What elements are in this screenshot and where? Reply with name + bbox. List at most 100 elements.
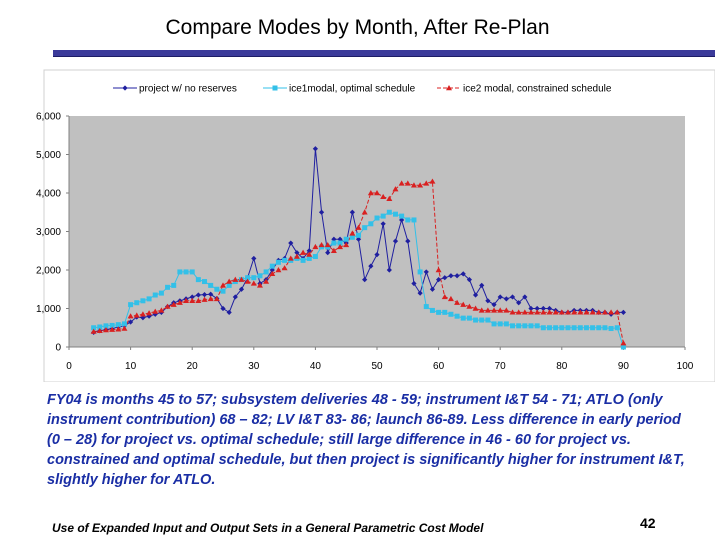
data-point-series-3 bbox=[423, 180, 430, 186]
data-point-series-2 bbox=[460, 315, 466, 321]
y-axis-ticks: 0 1,000 2,000 3,000 4,000 5,000 6,000 bbox=[36, 112, 69, 354]
data-point-series-2 bbox=[399, 213, 405, 219]
data-point-series-3 bbox=[115, 326, 122, 332]
data-point-series-2 bbox=[374, 215, 380, 221]
data-point-series-2 bbox=[189, 269, 195, 275]
data-point-series-2 bbox=[429, 307, 435, 313]
data-point-series-1 bbox=[454, 273, 460, 279]
x-tick-label: 90 bbox=[618, 361, 630, 372]
data-point-series-2 bbox=[362, 225, 368, 231]
data-point-series-2 bbox=[522, 323, 528, 329]
data-point-series-2 bbox=[540, 325, 546, 331]
data-point-series-1 bbox=[466, 277, 472, 283]
data-point-series-2 bbox=[510, 323, 516, 329]
data-point-series-1 bbox=[411, 280, 417, 287]
data-point-series-3 bbox=[269, 270, 276, 277]
data-point-series-3 bbox=[300, 249, 307, 255]
data-point-series-1 bbox=[528, 305, 534, 312]
data-point-series-1 bbox=[362, 277, 368, 283]
data-point-series-2 bbox=[417, 269, 423, 275]
data-point-series-3 bbox=[293, 253, 300, 259]
line-chart: 0 1,000 2,000 3,000 4,000 5,000 6,000 0 10 20 30 4… bbox=[36, 69, 715, 382]
data-point-series-1 bbox=[516, 300, 522, 306]
data-point-series-3 bbox=[380, 193, 387, 200]
data-point-series-3 bbox=[281, 265, 288, 271]
data-point-series-2 bbox=[405, 217, 411, 223]
data-point-series-2 bbox=[602, 325, 608, 331]
data-point-series-3 bbox=[558, 309, 565, 315]
data-point-series-3 bbox=[189, 297, 196, 303]
data-point-series-3 bbox=[392, 186, 399, 192]
data-point-series-2 bbox=[356, 232, 362, 238]
data-point-series-2 bbox=[491, 321, 497, 327]
data-point-series-3 bbox=[398, 180, 405, 186]
data-point-series-2 bbox=[368, 221, 374, 227]
data-point-series-3 bbox=[417, 182, 424, 188]
data-point-series-2 bbox=[386, 209, 392, 215]
data-point-series-3 bbox=[491, 307, 498, 313]
x-tick-label: 30 bbox=[248, 361, 260, 372]
data-point-series-1 bbox=[429, 286, 436, 292]
data-point-series-2 bbox=[546, 325, 552, 331]
data-point-series-1 bbox=[337, 236, 343, 242]
data-point-series-1 bbox=[503, 296, 509, 302]
data-point-series-1 bbox=[189, 294, 195, 300]
data-point-series-3 bbox=[287, 255, 294, 261]
x-tick-label: 60 bbox=[433, 361, 445, 372]
data-point-series-3 bbox=[263, 278, 270, 284]
data-point-series-3 bbox=[386, 195, 393, 201]
data-point-series-2 bbox=[590, 325, 596, 331]
data-point-series-2 bbox=[343, 236, 349, 242]
data-point-series-3 bbox=[589, 309, 596, 315]
data-point-series-2 bbox=[411, 217, 417, 223]
data-point-series-1 bbox=[331, 236, 337, 242]
title-underline-bar bbox=[53, 50, 715, 57]
data-point-series-3 bbox=[429, 178, 436, 184]
data-point-series-3 bbox=[226, 278, 233, 284]
data-point-series-3 bbox=[102, 327, 109, 333]
slide-title: Compare Modes by Month, After Re-Plan bbox=[165, 16, 550, 39]
legend-label-2: ice1modal, optimal schedule bbox=[289, 84, 416, 95]
data-point-series-3 bbox=[220, 282, 226, 288]
data-point-series-1 bbox=[251, 255, 257, 262]
data-point-series-1 bbox=[546, 305, 553, 312]
plot-area bbox=[69, 116, 685, 347]
data-point-series-2 bbox=[503, 321, 509, 327]
data-point-series-2 bbox=[165, 284, 171, 290]
data-point-series-3 bbox=[139, 311, 146, 317]
data-point-series-2 bbox=[306, 255, 312, 261]
data-point-series-1 bbox=[195, 292, 201, 298]
data-point-series-1 bbox=[620, 309, 626, 315]
data-point-series-2 bbox=[171, 282, 177, 288]
data-point-series-1 bbox=[232, 294, 238, 300]
legend-marker-1 bbox=[122, 85, 128, 91]
data-point-series-2 bbox=[473, 317, 479, 323]
data-point-series-1 bbox=[491, 302, 497, 308]
data-point-series-3 bbox=[152, 308, 159, 314]
data-point-series-3 bbox=[90, 328, 97, 334]
data-point-series-2 bbox=[91, 325, 97, 331]
data-point-series-1 bbox=[201, 292, 208, 298]
data-point-series-3 bbox=[441, 293, 448, 300]
data-point-series-1 bbox=[380, 221, 386, 227]
data-point-series-3 bbox=[564, 309, 571, 315]
data-point-series-3 bbox=[484, 307, 491, 313]
data-point-series-2 bbox=[263, 269, 269, 275]
data-point-series-3 bbox=[521, 309, 528, 315]
data-point-series-3 bbox=[404, 180, 411, 186]
data-point-series-2 bbox=[195, 277, 201, 283]
data-point-series-1 bbox=[208, 291, 214, 297]
data-point-series-3 bbox=[361, 209, 368, 215]
data-point-series-3 bbox=[503, 307, 510, 313]
data-point-series-1 bbox=[497, 294, 503, 300]
data-point-series-3 bbox=[447, 295, 454, 302]
data-point-series-3 bbox=[528, 309, 534, 315]
data-point-series-3 bbox=[349, 230, 356, 236]
data-point-series-2 bbox=[128, 302, 134, 308]
data-point-series-1 bbox=[417, 290, 423, 296]
data-point-series-2 bbox=[583, 325, 589, 331]
x-tick-label: 100 bbox=[677, 361, 694, 372]
data-point-series-1 bbox=[405, 238, 411, 244]
data-point-series-3 bbox=[121, 325, 128, 331]
data-point-series-3 bbox=[312, 243, 319, 250]
